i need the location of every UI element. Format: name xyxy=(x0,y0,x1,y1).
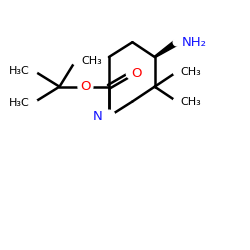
Text: NH₂: NH₂ xyxy=(182,36,207,49)
Circle shape xyxy=(103,110,115,122)
Text: O: O xyxy=(132,66,142,80)
Text: O: O xyxy=(80,80,91,93)
Circle shape xyxy=(173,98,180,105)
Text: N: N xyxy=(93,110,103,123)
Circle shape xyxy=(173,68,180,76)
Circle shape xyxy=(30,99,37,106)
Text: H₃C: H₃C xyxy=(9,66,30,76)
Text: CH₃: CH₃ xyxy=(180,67,202,77)
Text: H₃C: H₃C xyxy=(9,98,30,108)
Circle shape xyxy=(72,57,79,64)
Polygon shape xyxy=(154,40,178,58)
Circle shape xyxy=(78,79,93,94)
Circle shape xyxy=(30,67,37,74)
Text: CH₃: CH₃ xyxy=(180,96,202,106)
Circle shape xyxy=(173,38,180,46)
Text: CH₃: CH₃ xyxy=(82,56,102,66)
Circle shape xyxy=(126,67,138,79)
